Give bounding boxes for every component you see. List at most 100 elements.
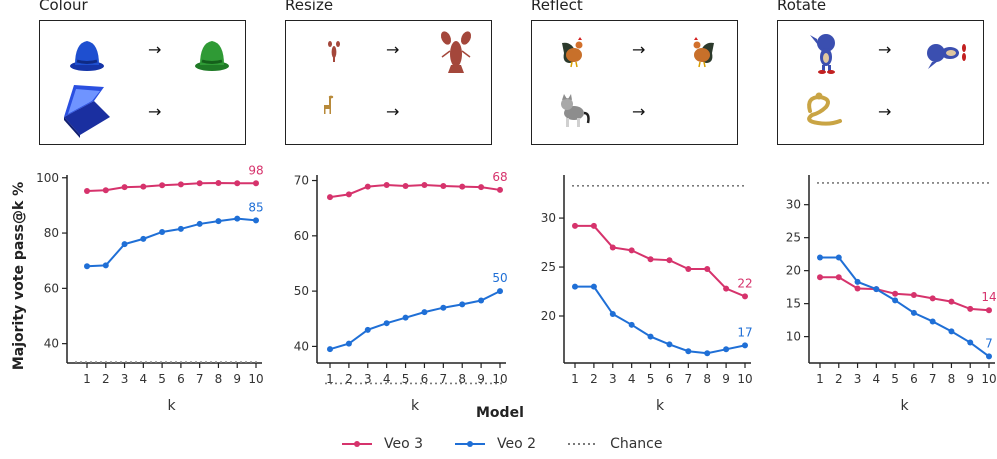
y-tick-label: 10: [786, 330, 801, 344]
x-tick-label: 8: [215, 372, 223, 386]
end-value-label: 50: [492, 271, 507, 285]
arrow-icon: →: [386, 40, 399, 59]
legend-veo2-label: Veo 2: [497, 436, 537, 452]
legend-chance-swatch: [568, 443, 599, 445]
data-point-veo3: [215, 180, 222, 187]
data-point-veo3: [572, 222, 578, 229]
x-tick-label: 7: [929, 372, 937, 386]
x-tick-label: 2: [590, 372, 598, 386]
x-tick-label: 9: [477, 372, 485, 386]
series-line-veo3: [820, 276, 990, 312]
x-axis-label: k: [167, 398, 176, 414]
blue-laptop-image: [64, 85, 110, 138]
y-tick-label: 20: [786, 264, 801, 278]
x-axis-label: k: [656, 398, 665, 414]
panel-title-resize: Resize: [285, 0, 334, 14]
x-tick-label: 7: [196, 372, 204, 386]
y-tick-label: 40: [294, 339, 309, 353]
data-point-veo3: [327, 194, 333, 201]
small-lobster-image: [328, 41, 340, 62]
data-point-veo2: [84, 263, 90, 270]
data-point-veo3: [704, 266, 711, 272]
data-point-veo2: [948, 328, 955, 335]
data-point-veo2: [929, 318, 936, 325]
y-tick-label: 25: [541, 260, 556, 274]
data-point-veo3: [873, 286, 880, 293]
data-point-veo2: [234, 215, 241, 222]
legend-veo3-swatch: [342, 441, 372, 447]
arrow-icon: →: [632, 40, 645, 59]
data-point-veo3: [383, 181, 390, 188]
data-point-veo2: [253, 217, 259, 224]
x-tick-label: 6: [666, 372, 674, 386]
data-point-veo2: [102, 262, 109, 269]
data-point-veo2: [647, 333, 654, 340]
data-point-veo3: [497, 186, 503, 193]
data-point-veo2: [967, 339, 974, 346]
data-point-veo2: [421, 309, 428, 316]
end-value-label: 68: [492, 170, 507, 184]
data-point-veo3: [459, 183, 466, 190]
data-point-veo3: [234, 180, 241, 187]
data-point-veo3: [685, 266, 692, 272]
data-point-veo2: [723, 346, 730, 353]
x-tick-label: 9: [722, 372, 730, 386]
data-point-veo3: [817, 274, 823, 281]
data-point-veo2: [440, 304, 447, 311]
panel-title-colour: Colour: [39, 0, 88, 14]
data-point-veo2: [892, 297, 899, 304]
end-value-label: 14: [981, 290, 996, 304]
x-tick-label: 1: [83, 372, 91, 386]
data-point-veo3: [402, 183, 409, 190]
arrow-icon: →: [632, 102, 645, 121]
data-point-veo3: [590, 222, 597, 229]
blue-hat-image: [70, 41, 104, 71]
data-point-veo2: [383, 320, 390, 327]
data-point-veo3: [929, 295, 936, 302]
x-tick-label: 10: [981, 372, 996, 386]
data-point-veo2: [497, 288, 503, 295]
series-line-veo2: [820, 256, 990, 358]
data-point-veo2: [910, 309, 917, 316]
end-value-label: 98: [248, 163, 263, 177]
rooster-image: [562, 37, 583, 68]
data-point-veo3: [177, 181, 184, 188]
x-tick-label: 4: [383, 372, 391, 386]
x-tick-label: 6: [910, 372, 918, 386]
data-point-veo3: [421, 181, 428, 188]
x-tick-label: 3: [121, 372, 129, 386]
data-point-veo3: [440, 183, 447, 190]
data-point-veo3: [196, 180, 203, 187]
colour-example-box: → →: [39, 20, 246, 145]
y-tick-label: 70: [294, 174, 309, 188]
data-point-veo2: [666, 341, 673, 348]
end-value-label: 22: [737, 276, 752, 290]
data-point-veo2: [345, 340, 352, 347]
panel-title-rotate: Rotate: [777, 0, 827, 14]
snake-image: [807, 92, 842, 126]
data-point-veo3: [647, 256, 654, 263]
data-point-veo2: [590, 283, 597, 290]
x-tick-label: 8: [948, 372, 956, 386]
x-tick-label: 10: [248, 372, 263, 386]
data-point-veo3: [345, 191, 352, 198]
data-point-veo2: [704, 350, 711, 357]
data-point-veo2: [986, 353, 992, 360]
legend-veo2-swatch: [455, 441, 486, 447]
x-tick-label: 2: [345, 372, 353, 386]
y-tick-label: 30: [541, 211, 556, 225]
x-tick-label: 1: [326, 372, 334, 386]
x-tick-label: 5: [647, 372, 655, 386]
data-point-veo2: [685, 348, 692, 355]
y-tick-label: 80: [44, 226, 59, 240]
end-value-label: 7: [985, 336, 993, 350]
data-point-veo3: [121, 184, 128, 191]
data-point-veo2: [835, 254, 842, 261]
y-tick-label: 15: [786, 297, 801, 311]
data-point-veo3: [628, 247, 635, 254]
data-point-veo2: [873, 286, 880, 293]
data-point-veo2: [215, 218, 222, 225]
series-line-veo3: [575, 224, 746, 298]
data-point-veo3: [84, 188, 90, 195]
rotate-example-box: → →: [777, 20, 984, 145]
